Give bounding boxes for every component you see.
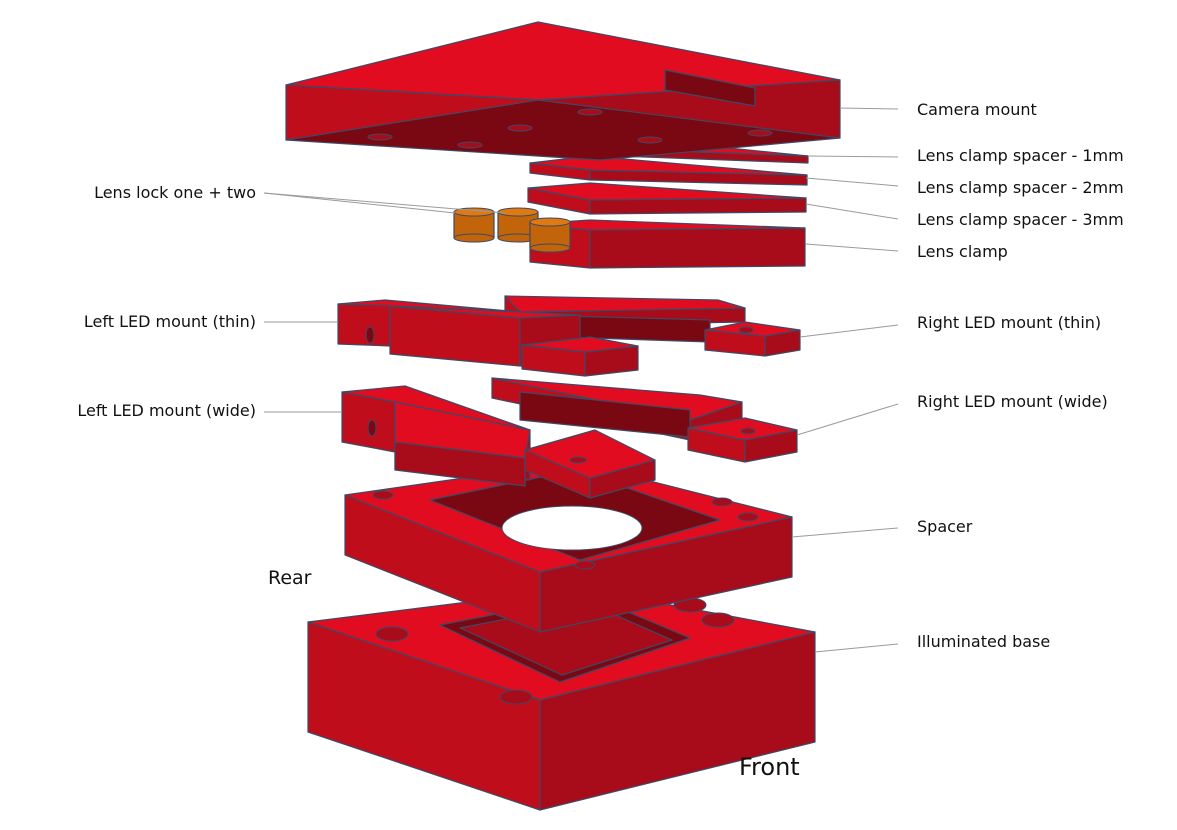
label-left-led-mount-thin: Left LED mount (thin) xyxy=(83,312,256,331)
left-led-thin-foot-top-face xyxy=(521,336,639,353)
label-lens-lock: Lens lock one + two xyxy=(94,183,256,202)
lens-lock-top xyxy=(497,207,539,217)
camera-mount-underside xyxy=(285,99,841,161)
lens-lock-bottom xyxy=(453,233,495,243)
leader-camera-mount xyxy=(839,107,899,110)
label-front: Front xyxy=(739,753,800,781)
camera-mount-hole xyxy=(507,124,533,132)
camera-mount-hole xyxy=(457,141,483,149)
spacer-center-hole xyxy=(501,505,643,551)
left-led-thin-hole xyxy=(365,326,375,344)
left-led-thin-arm-left-face xyxy=(337,303,391,347)
label-lens-clamp: Lens clamp xyxy=(917,242,1008,261)
label-left-led-mount-wide: Left LED mount (wide) xyxy=(77,401,256,420)
leader-illuminated-base xyxy=(814,643,899,653)
spacer-hole xyxy=(737,512,759,522)
lens-clamp-part xyxy=(529,219,806,269)
right-led-thin-bar-top-face xyxy=(504,295,746,313)
hex-hole xyxy=(375,626,409,642)
label-lens-clamp-spacer-2mm: Lens clamp spacer - 2mm xyxy=(917,178,1124,197)
lens-lock-bottom xyxy=(529,243,571,253)
label-illuminated-base: Illuminated base xyxy=(917,632,1051,651)
camera-mount-part xyxy=(285,21,841,161)
lens-lock-part xyxy=(453,207,571,253)
lens-clamp-spacer-3mm-part xyxy=(527,182,807,215)
left-led-wide-hole-top xyxy=(569,456,587,464)
leader-lens-lock-2 xyxy=(263,192,506,214)
camera-mount-slot xyxy=(664,69,756,107)
left-led-wide-part xyxy=(341,385,656,499)
label-rear: Rear xyxy=(268,567,312,589)
right-led-thin-hole xyxy=(738,326,754,334)
leader-spacer-3mm xyxy=(805,203,899,220)
label-spacer: Spacer xyxy=(917,517,973,536)
right-led-wide-part xyxy=(491,377,798,463)
leader-spacer-2mm xyxy=(805,177,899,187)
hex-hole xyxy=(701,612,735,628)
spacer-3mm-right-face xyxy=(589,197,807,215)
camera-mount-hole xyxy=(367,133,393,141)
left-led-thin-body-top-face xyxy=(389,305,581,319)
left-led-wide-hole xyxy=(367,419,377,437)
camera-mount-hole xyxy=(747,129,773,137)
hex-hole xyxy=(499,689,533,705)
label-lens-clamp-spacer-1mm: Lens clamp spacer - 1mm xyxy=(917,146,1124,165)
left-led-thin-part xyxy=(337,299,639,377)
leader-spacer xyxy=(791,527,899,538)
label-right-led-mount-wide: Right LED mount (wide) xyxy=(917,392,1108,411)
label-right-led-mount-thin: Right LED mount (thin) xyxy=(917,313,1102,332)
leader-right-led-thin xyxy=(799,324,899,338)
spacer-hole xyxy=(372,490,394,500)
label-lens-clamp-spacer-3mm: Lens clamp spacer - 3mm xyxy=(917,210,1124,229)
leader-right-led-wide xyxy=(796,403,899,436)
spacer-3mm-top-face xyxy=(527,182,807,201)
lens-lock-top xyxy=(529,217,571,227)
leader-spacer-1mm xyxy=(807,155,899,158)
left-led-wide-foot-top-face xyxy=(524,429,656,479)
right-led-wide-hole xyxy=(740,427,756,435)
lens-clamp-top-face xyxy=(529,219,806,231)
lens-clamp-spacer-2mm-part xyxy=(529,155,808,186)
camera-mount-hole xyxy=(577,108,603,116)
leader-lens-lock-1 xyxy=(263,192,456,214)
spacer-hole xyxy=(711,497,733,507)
spacer-part xyxy=(344,461,793,633)
lens-clamp-right-face xyxy=(589,227,806,269)
spacer-hole xyxy=(574,560,596,570)
camera-mount-hole xyxy=(637,136,663,144)
leader-lens-clamp xyxy=(805,243,899,252)
label-camera-mount: Camera mount xyxy=(917,100,1037,119)
